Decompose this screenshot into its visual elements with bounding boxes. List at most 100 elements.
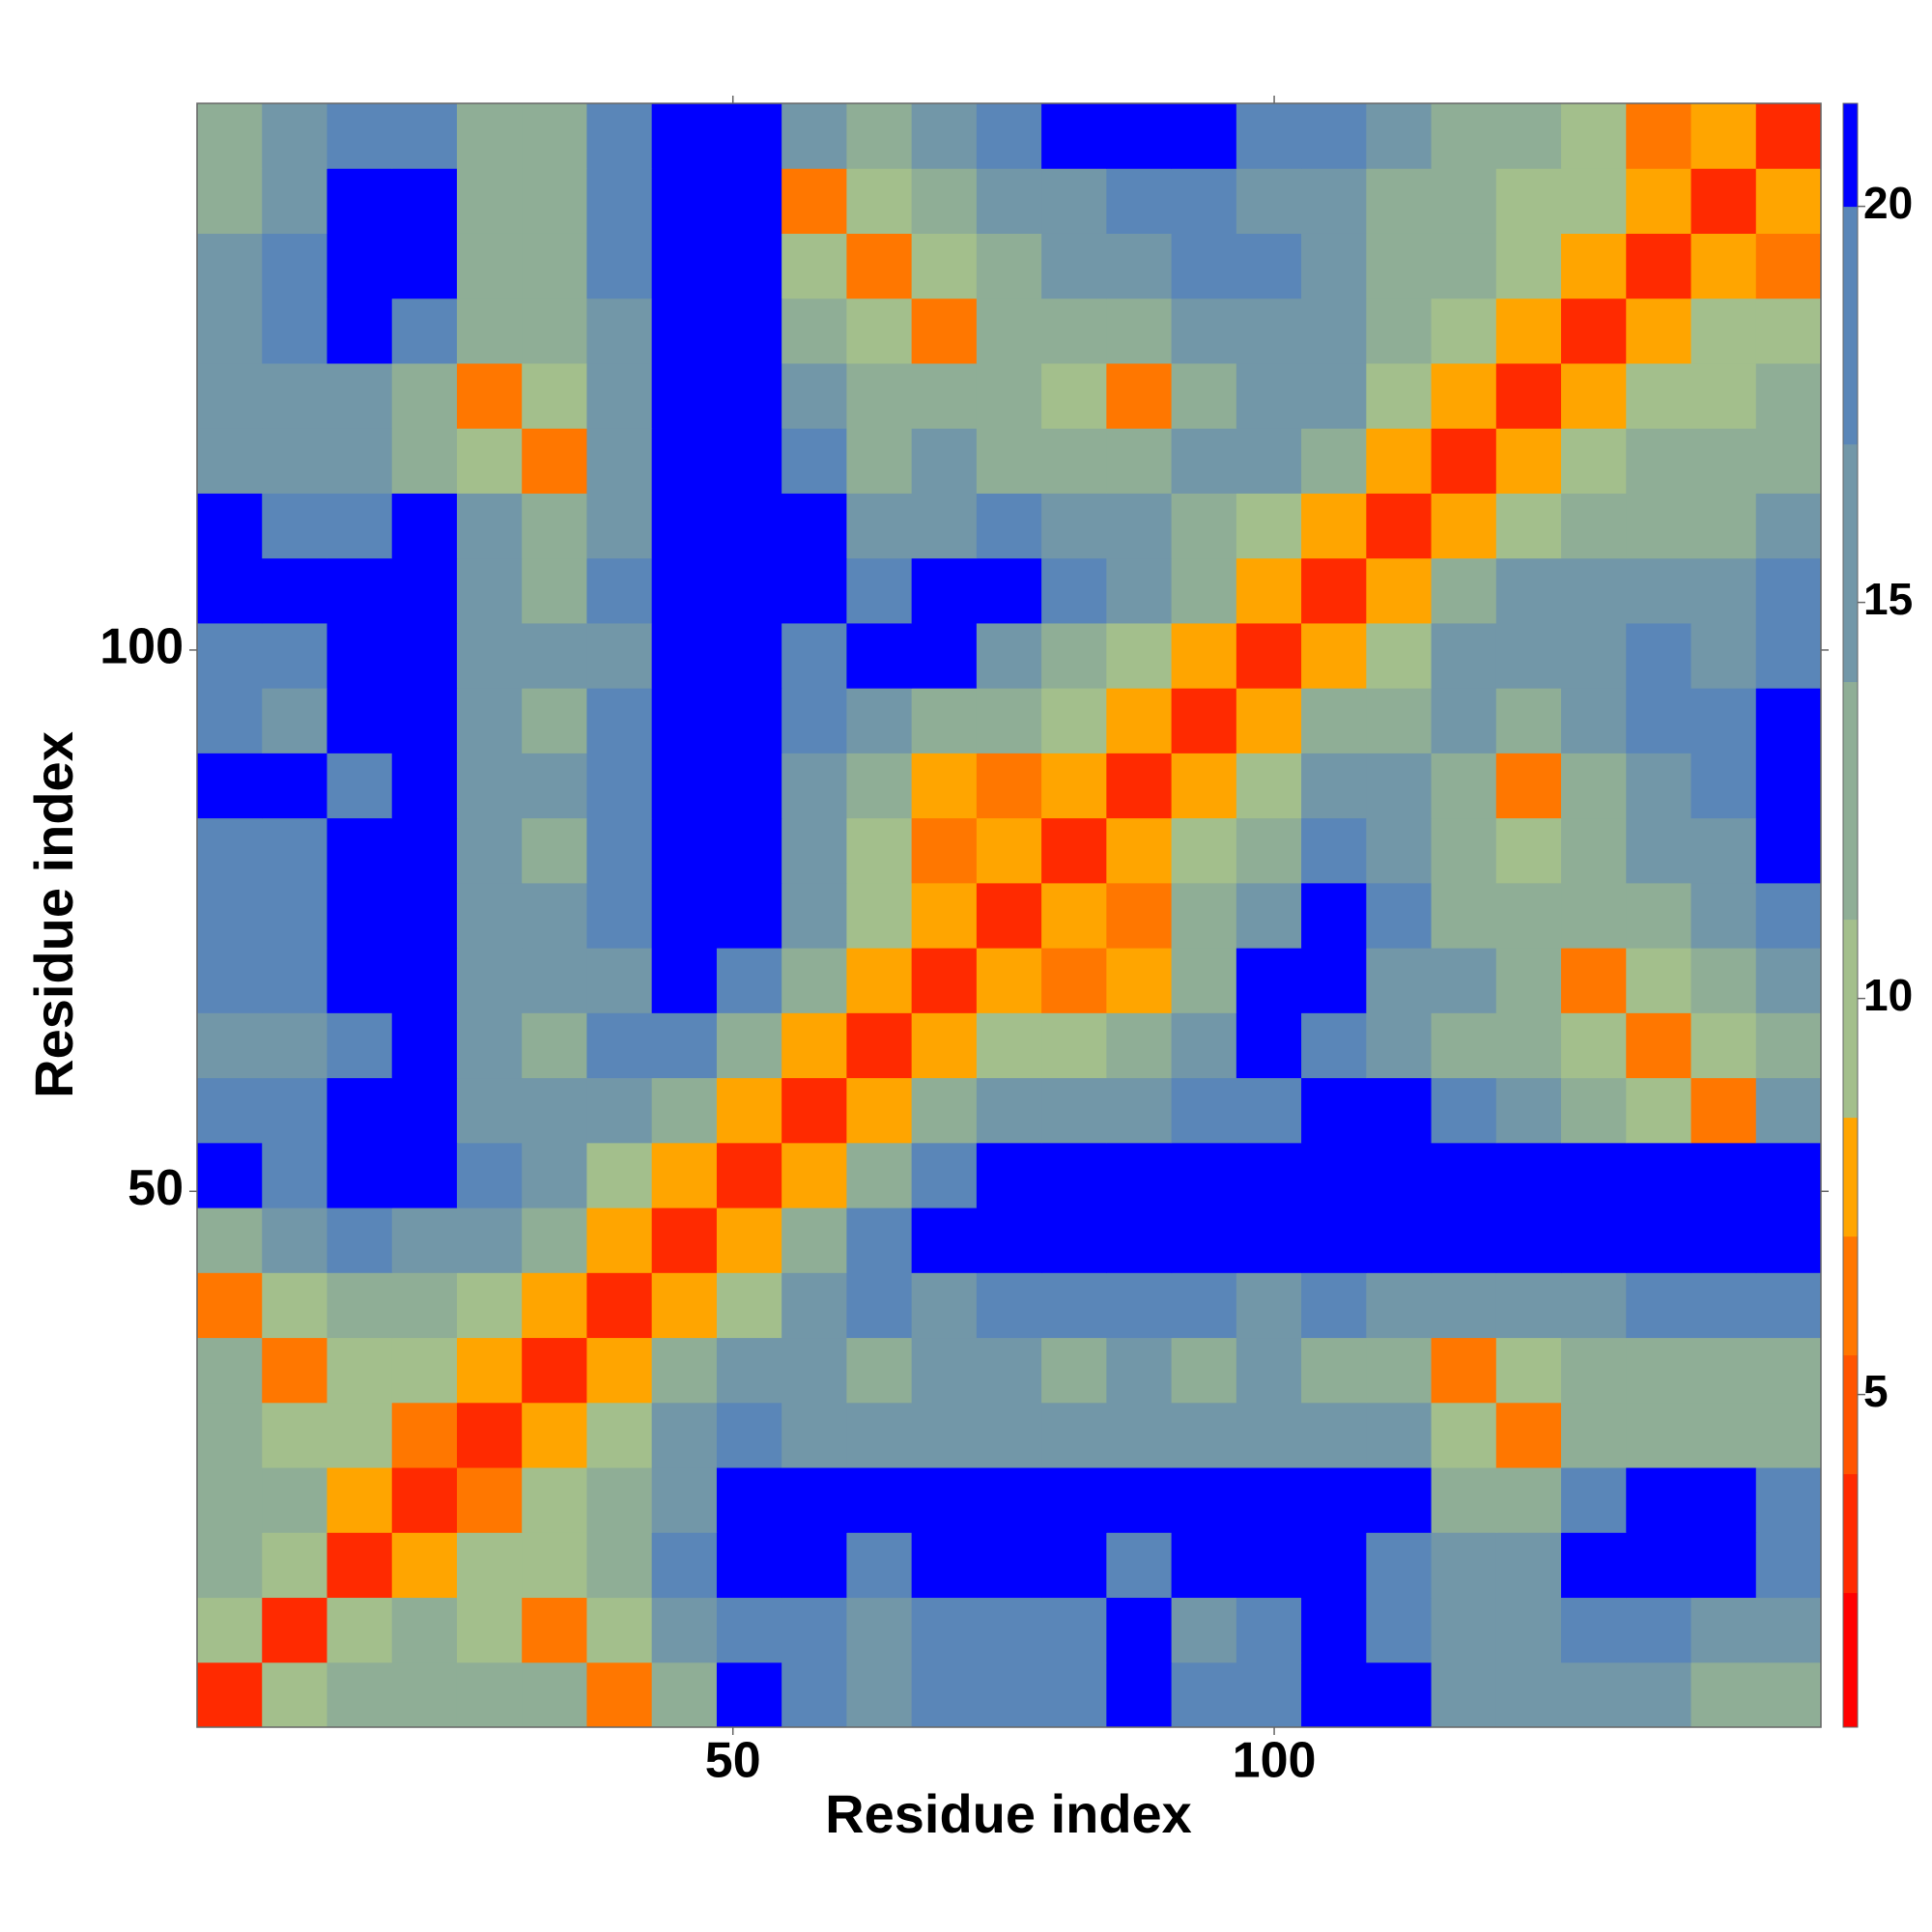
heatmap-cell: [1041, 168, 1107, 234]
heatmap-cell: [1366, 103, 1433, 169]
heatmap-cell: [522, 753, 587, 819]
heatmap-cell: [716, 557, 782, 624]
heatmap-cell: [197, 1077, 263, 1144]
heatmap-cell: [1171, 1272, 1237, 1339]
heatmap-cell: [1236, 1402, 1302, 1468]
heatmap-cell: [1366, 1597, 1433, 1663]
colorbar-band: [1843, 206, 1858, 445]
heatmap-cell: [911, 1208, 978, 1273]
heatmap-cell: [1106, 493, 1173, 559]
heatmap-cell: [911, 362, 978, 429]
heatmap-cell: [1561, 817, 1627, 884]
heatmap-cell: [262, 622, 327, 689]
heatmap-cell: [1626, 1402, 1692, 1468]
heatmap-cell: [1626, 557, 1692, 624]
heatmap-cell: [1041, 1337, 1107, 1404]
heatmap-cell: [1626, 1012, 1692, 1079]
heatmap-cell: [911, 622, 978, 689]
heatmap-cell: [456, 493, 523, 559]
heatmap-cell: [197, 1012, 263, 1079]
heatmap-cell: [651, 1532, 718, 1599]
heatmap-cell: [651, 1337, 718, 1404]
heatmap-cell: [262, 1208, 327, 1273]
colorbar-band: [1843, 1354, 1858, 1475]
heatmap-cell: [456, 1272, 523, 1339]
heatmap-cell: [651, 168, 718, 234]
heatmap-cell: [846, 493, 913, 559]
heatmap-cell: [1366, 817, 1433, 884]
heatmap-cell: [1690, 298, 1757, 364]
heatmap-cell: [391, 882, 458, 949]
heatmap-cell: [1431, 753, 1497, 819]
heatmap-cell: [391, 948, 458, 1013]
heatmap-cell: [1171, 948, 1237, 1013]
heatmap-cell: [522, 1532, 587, 1599]
heatmap-cell: [1236, 168, 1302, 234]
heatmap-cell: [1431, 1077, 1497, 1144]
heatmap-cell: [1301, 362, 1367, 429]
heatmap-cell: [456, 882, 523, 949]
heatmap-cell: [522, 1597, 587, 1663]
heatmap-cell: [1041, 1597, 1107, 1663]
heatmap-cell: [976, 103, 1042, 169]
heatmap-cell: [1495, 1142, 1562, 1208]
heatmap-cell: [1366, 1337, 1433, 1404]
heatmap-cell: [1755, 428, 1822, 494]
heatmap-cell: [1626, 753, 1692, 819]
heatmap-cell: [716, 493, 782, 559]
plot-frame: [196, 102, 1822, 1728]
heatmap-cell: [1366, 1532, 1433, 1599]
heatmap-cell: [1626, 493, 1692, 559]
heatmap-cell: [1495, 882, 1562, 949]
heatmap-cell: [1755, 948, 1822, 1013]
heatmap-cell: [976, 1402, 1042, 1468]
heatmap-cell: [262, 1337, 327, 1404]
heatmap-cell: [911, 557, 978, 624]
heatmap-cell: [1431, 1142, 1497, 1208]
heatmap-cell: [1236, 1662, 1302, 1728]
heatmap-cell: [327, 1532, 393, 1599]
heatmap-cell: [1236, 1532, 1302, 1599]
heatmap-cell: [1171, 168, 1237, 234]
heatmap-cell: [1366, 948, 1433, 1013]
heatmap-cell: [1301, 103, 1367, 169]
heatmap-cell: [262, 1662, 327, 1728]
heatmap-cell: [651, 1662, 718, 1728]
heatmap-cell: [197, 1597, 263, 1663]
heatmap-cell: [1755, 882, 1822, 949]
heatmap-cell: [327, 233, 393, 299]
heatmap-cell: [781, 1077, 847, 1144]
heatmap-cell: [456, 362, 523, 429]
heatmap-cell: [1626, 817, 1692, 884]
heatmap-cell: [651, 493, 718, 559]
heatmap-cell: [716, 1142, 782, 1208]
heatmap-cell: [716, 103, 782, 169]
heatmap-cell: [1431, 428, 1497, 494]
heatmap-cell: [586, 1467, 653, 1533]
heatmap-cell: [1690, 1012, 1757, 1079]
heatmap-cell: [1301, 882, 1367, 949]
heatmap-cell: [391, 622, 458, 689]
heatmap-cell: [1755, 622, 1822, 689]
heatmap-cell: [1626, 882, 1692, 949]
heatmap-cell: [846, 233, 913, 299]
heatmap-cell: [1561, 557, 1627, 624]
heatmap-cell: [1171, 298, 1237, 364]
heatmap-cell: [1690, 1272, 1757, 1339]
heatmap-cell: [456, 103, 523, 169]
heatmap-cell: [911, 1077, 978, 1144]
heatmap-cell: [846, 948, 913, 1013]
heatmap-cell: [586, 1142, 653, 1208]
heatmap-cell: [651, 1597, 718, 1663]
heatmap-cell: [327, 362, 393, 429]
heatmap-cell: [1431, 1402, 1497, 1468]
heatmap-cell: [1431, 948, 1497, 1013]
heatmap-cell: [1301, 557, 1367, 624]
heatmap-cell: [1301, 428, 1367, 494]
heatmap-cell: [522, 298, 587, 364]
heatmap-cell: [1236, 103, 1302, 169]
heatmap-cell: [911, 493, 978, 559]
heatmap-cell: [1495, 103, 1562, 169]
heatmap-cell: [846, 1337, 913, 1404]
heatmap-cell: [1755, 1597, 1822, 1663]
